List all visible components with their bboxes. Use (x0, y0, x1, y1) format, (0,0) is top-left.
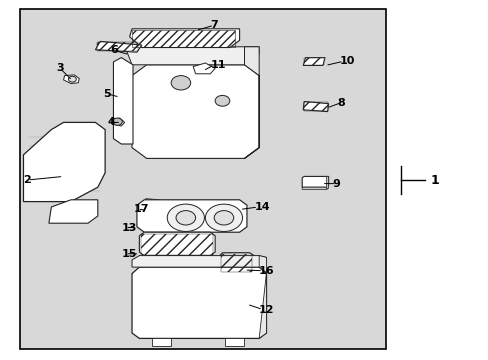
Polygon shape (303, 102, 328, 112)
Polygon shape (113, 58, 133, 144)
Bar (304, 58, 323, 65)
Bar (132, 30, 234, 47)
Polygon shape (63, 75, 79, 84)
Circle shape (112, 118, 122, 125)
Polygon shape (326, 176, 328, 189)
Polygon shape (132, 256, 266, 267)
Text: 4: 4 (107, 117, 115, 127)
Polygon shape (95, 41, 142, 52)
Text: 14: 14 (254, 202, 269, 212)
Circle shape (171, 76, 190, 90)
Text: 9: 9 (332, 179, 340, 189)
Text: 17: 17 (133, 204, 149, 214)
Bar (141, 234, 213, 255)
Text: 3: 3 (56, 63, 64, 73)
Text: 16: 16 (259, 266, 274, 276)
Polygon shape (129, 29, 239, 48)
Text: 8: 8 (337, 98, 345, 108)
Polygon shape (23, 122, 105, 202)
Bar (20, 9, 386, 349)
Text: 6: 6 (110, 45, 118, 55)
Polygon shape (127, 47, 259, 65)
Bar (97, 42, 138, 51)
Text: 10: 10 (339, 56, 354, 66)
Polygon shape (111, 118, 124, 126)
Polygon shape (144, 199, 160, 212)
Polygon shape (259, 256, 266, 338)
Circle shape (205, 204, 242, 231)
Text: 5: 5 (102, 89, 110, 99)
Text: 12: 12 (259, 305, 274, 315)
Polygon shape (151, 338, 171, 346)
Text: 1: 1 (429, 174, 438, 186)
Polygon shape (132, 267, 266, 338)
Polygon shape (139, 232, 215, 256)
Circle shape (214, 211, 233, 225)
Bar (304, 102, 327, 111)
Polygon shape (303, 58, 325, 66)
Text: 15: 15 (121, 249, 136, 259)
Polygon shape (137, 200, 246, 232)
Polygon shape (132, 65, 259, 158)
Text: 13: 13 (121, 222, 136, 233)
Text: 11: 11 (210, 60, 225, 70)
Circle shape (176, 211, 195, 225)
Bar (221, 254, 252, 272)
Circle shape (68, 76, 76, 82)
Text: 7: 7 (210, 20, 218, 30)
Text: 2: 2 (23, 175, 31, 185)
Polygon shape (219, 253, 254, 274)
Polygon shape (49, 200, 98, 223)
Circle shape (167, 204, 204, 231)
Polygon shape (193, 63, 215, 74)
Polygon shape (302, 176, 328, 187)
Polygon shape (302, 187, 328, 189)
Polygon shape (224, 338, 244, 346)
Polygon shape (244, 47, 259, 158)
Circle shape (215, 95, 229, 106)
